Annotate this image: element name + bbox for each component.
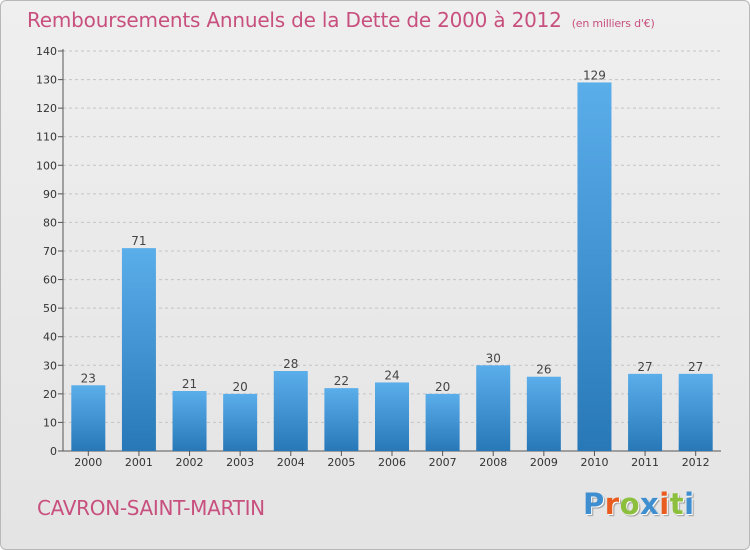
x-tick-label-2012: 2012 [682,456,710,469]
y-tick-label: 0 [50,445,57,458]
y-tick-label: 140 [36,45,57,58]
y-tick-label: 60 [43,274,57,287]
chart-title: Remboursements Annuels de la Dette de 20… [27,8,655,32]
y-tick-label: 20 [43,388,57,401]
value-label-2003: 20 [233,380,248,394]
value-label-2000: 23 [81,371,96,385]
value-label-2004: 28 [283,357,298,371]
bar-2004 [273,371,308,451]
chart-unit: (en milliers d'€) [571,17,655,30]
y-tick-label: 90 [43,188,57,201]
labels: 23 71 21 20 28 22 24 20 30 26 129 27 27 [81,68,704,393]
logo-letter: i [659,487,670,521]
y-tick-label: 30 [43,359,57,372]
logo-letter: i [684,487,695,521]
logo-letter: x [640,487,660,521]
x-tick-label-2009: 2009 [530,456,558,469]
y-tick-label: 50 [43,302,57,315]
bar-2006 [375,382,409,451]
value-label-2011: 27 [637,360,652,374]
bars [71,82,713,451]
value-label-2012: 27 [688,360,703,374]
x-tick-label-2011: 2011 [631,456,659,469]
x-tick-label-2002: 2002 [176,456,204,469]
commune-name: CAVRON-SAINT-MARTIN [37,496,265,520]
bar-2000 [71,385,106,451]
y-tick-label: 110 [36,131,57,144]
value-label-2005: 22 [334,374,349,388]
value-label-2007: 20 [435,380,450,394]
bar-2007 [425,393,460,451]
x-tick-label-2001: 2001 [125,456,153,469]
value-label-2009: 26 [536,363,551,377]
bar-2010 [577,82,612,451]
bar-2012 [678,373,713,451]
x-tick-label-2006: 2006 [378,456,406,469]
proxiti-logo-icon: Proxiti [583,487,695,521]
y-tick-label: 10 [43,416,57,429]
y-tick-label: 40 [43,331,57,344]
logo-letter: r [604,487,620,521]
value-label-2006: 24 [384,368,399,382]
bar-2002 [172,391,207,451]
x-tick-label-2003: 2003 [226,456,254,469]
logo-letter: t [669,487,685,521]
chart-title-text: Remboursements Annuels de la Dette de 20… [27,8,562,32]
value-label-2002: 21 [182,377,197,391]
x-tick-label-2008: 2008 [479,456,507,469]
y-tick-label: 70 [43,245,57,258]
x-tick-label-2004: 2004 [277,456,305,469]
bar-2008 [476,365,511,451]
y-tick-label: 100 [36,159,57,172]
value-label-2008: 30 [486,351,501,365]
x-tick-label-2007: 2007 [429,456,457,469]
y-tick-label: 130 [36,74,57,87]
axes: 0 10 20 30 40 50 60 70 80 90 100 110 120 130 140 2000 20… [36,45,721,469]
x-tick-label-2000: 2000 [74,456,102,469]
logo-letter: P [583,487,605,521]
y-tick-label: 80 [43,216,57,229]
x-tick-label-2010: 2010 [580,456,608,469]
bar-2011 [628,373,663,451]
bar-2003 [223,393,258,451]
value-label-2010: 129 [583,68,606,82]
bar-2005 [324,388,359,451]
bar-2001 [121,248,156,451]
y-tick-label: 120 [36,102,57,115]
logo-letter: o [619,487,641,521]
x-tick-label-2005: 2005 [327,456,355,469]
value-label-2001: 71 [131,234,146,248]
bar-2009 [526,376,561,451]
